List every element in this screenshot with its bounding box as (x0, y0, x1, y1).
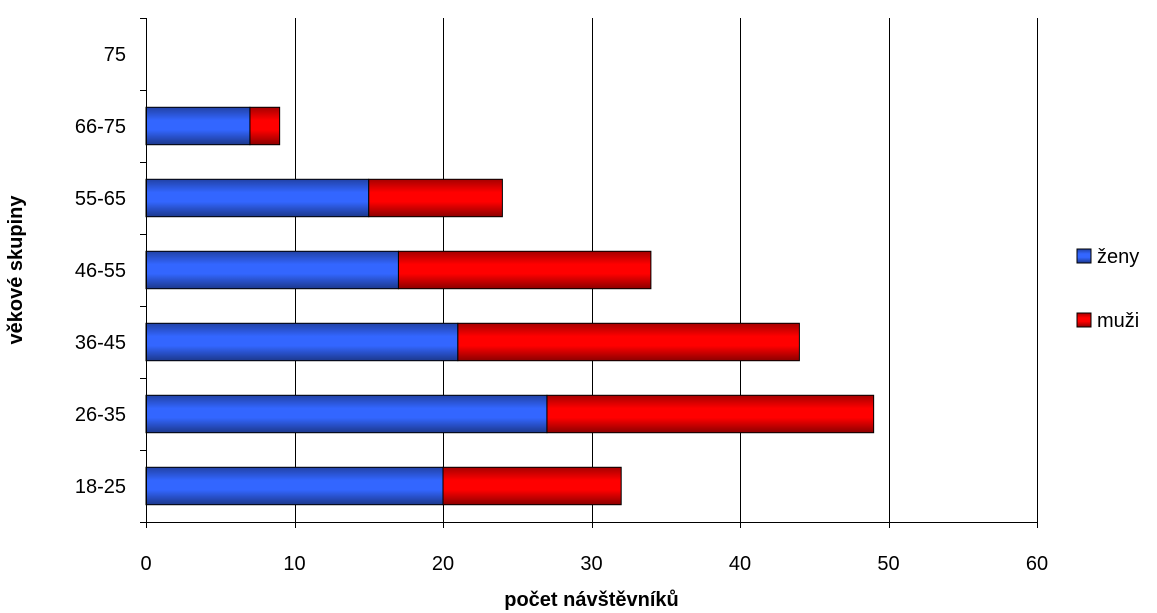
x-tick-labels: 0 10 20 30 40 50 60 (140, 553, 1048, 575)
x-tick-label: 10 (283, 553, 305, 575)
bar-zeny-55-65 (145, 178, 370, 218)
x-tick-label: 30 (580, 553, 602, 575)
legend-swatch-muzi (1076, 312, 1092, 328)
y-tick-label: 66-75 (75, 116, 126, 138)
axes (140, 18, 1038, 528)
y-tick-label: 55-65 (75, 188, 126, 210)
y-tick-label: 36-45 (75, 332, 126, 354)
legend-swatch-zeny (1076, 248, 1092, 264)
x-tick-label: 40 (729, 553, 751, 575)
y-tick-label: 26-35 (75, 404, 126, 426)
x-tick-label: 20 (432, 553, 454, 575)
bar-muzi-36-45 (457, 322, 800, 362)
bar-muzi-55-65 (368, 178, 503, 218)
y-tick-label: 46-55 (75, 260, 126, 282)
bar-zeny-26-35 (145, 394, 548, 434)
x-tick-label: 0 (140, 553, 151, 575)
legend-label-muzi: muži (1097, 310, 1139, 332)
bar-zeny-18-25 (145, 466, 444, 506)
bar-muzi-46-55 (397, 250, 652, 290)
y-tick-label: 75 (104, 44, 126, 66)
legend-label-zeny: ženy (1097, 246, 1139, 268)
bar-zeny-66-75 (145, 106, 251, 146)
bars (145, 106, 875, 506)
y-axis-title: věkové skupiny (5, 195, 27, 345)
x-tick-label: 60 (1026, 553, 1048, 575)
y-tick-labels: 18-25 26-35 36-45 46-55 55-65 66-75 75 (75, 44, 126, 498)
x-tick-label: 50 (877, 553, 899, 575)
bar-zeny-46-55 (145, 250, 399, 290)
y-tick-label: 18-25 (75, 476, 126, 498)
legend: ženy muži (1076, 246, 1139, 332)
x-axis-title: počet návštěvníků (504, 589, 679, 611)
bar-muzi-26-35 (546, 394, 875, 434)
bar-zeny-36-45 (145, 322, 459, 362)
bar-muzi-66-75 (249, 106, 281, 146)
bar-muzi-18-25 (442, 466, 622, 506)
